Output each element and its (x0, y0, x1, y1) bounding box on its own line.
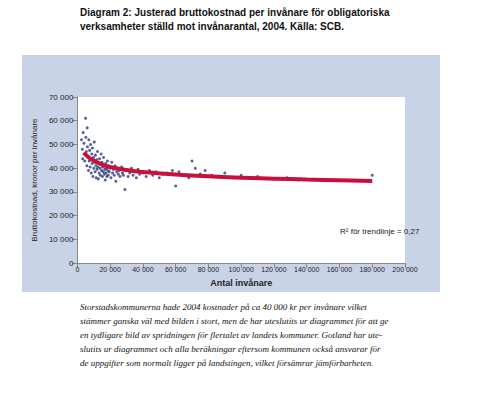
svg-text:50 000: 50 000 (49, 140, 74, 149)
svg-text:0: 0 (69, 259, 74, 268)
svg-text:Antal invånare: Antal invånare (210, 278, 272, 288)
svg-text:80 000: 80 000 (198, 266, 220, 273)
html-text:en tydligare bild av spridning: en tydligare bild av spridningen för fle… (80, 330, 382, 340)
svg-text:20 000: 20 000 (49, 211, 74, 220)
svg-text:Bruttokostnad, kronor per invå: Bruttokostnad, kronor per invånare (30, 118, 39, 242)
svg-text:200 000: 200 000 (392, 266, 417, 273)
svg-text:60 000: 60 000 (165, 266, 187, 273)
svg-text:120 000: 120 000 (261, 266, 286, 273)
svg-text:100 000: 100 000 (229, 266, 254, 273)
svg-text:30 000: 30 000 (49, 187, 74, 196)
html-text:Diagram 2: Justerad bruttokost: Diagram 2: Justerad bruttokostnad per in… (80, 7, 390, 32)
svg-text:160 000: 160 000 (327, 266, 352, 273)
svg-text:180 000: 180 000 (360, 266, 385, 273)
html-text:slutits ur diagrammet och alla: slutits ur diagrammet och alla beräkning… (80, 344, 381, 354)
svg-text:60 000: 60 000 (49, 116, 74, 125)
svg-text:10 000: 10 000 (49, 235, 74, 244)
html-text:Storstadskommunerna hade 2004: Storstadskommunerna hade 2004 kostnader … (80, 302, 367, 312)
html-text:stämmer ganska väl med bilden: stämmer ganska väl med bilden i stort, m… (80, 316, 389, 326)
svg-text:0: 0 (75, 266, 79, 273)
svg-text:R² för trendlinje = 0,27: R² för trendlinje = 0,27 (340, 227, 420, 236)
svg-text:70 000: 70 000 (49, 93, 74, 102)
html-text:de uppgifter som normalt ligge: de uppgifter som normalt ligger på lands… (80, 358, 374, 368)
svg-text:140 000: 140 000 (294, 266, 319, 273)
svg-text:40 000: 40 000 (132, 266, 154, 273)
svg-text:40 000: 40 000 (49, 164, 74, 173)
svg-text:20 000: 20 000 (99, 266, 121, 273)
